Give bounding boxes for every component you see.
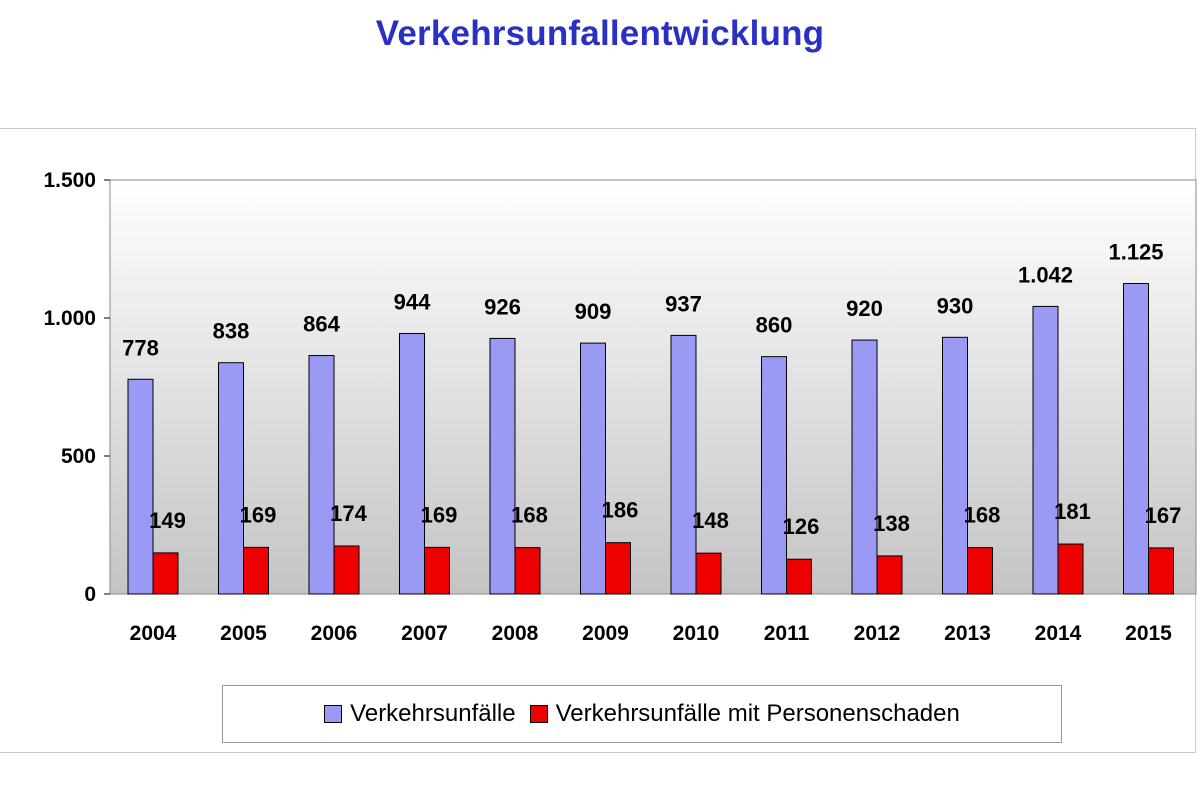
- bar-verkehrsunfaelle: [942, 336, 968, 595]
- bar-personenschaden: [424, 546, 450, 595]
- data-label-verkehrsunfaelle: 909: [575, 299, 612, 324]
- y-tick-label: 1.500: [43, 169, 96, 192]
- data-label-personenschaden: 126: [783, 514, 820, 539]
- legend-label-personenschaden: Verkehrsunfälle mit Personenschaden: [555, 700, 960, 727]
- legend-item-personenschaden: Verkehrsunfälle mit Personenschaden: [529, 700, 960, 728]
- data-label-verkehrsunfaelle: 860: [756, 313, 793, 338]
- bar-personenschaden: [967, 547, 993, 595]
- y-tick-label: 0: [84, 583, 96, 606]
- bar-personenschaden: [514, 547, 541, 595]
- data-label-personenschaden: 138: [873, 511, 910, 536]
- bar-personenschaden: [1148, 547, 1174, 595]
- data-label-verkehrsunfaelle: 864: [303, 312, 340, 337]
- bar-verkehrsunfaelle: [127, 378, 154, 595]
- x-tick-label: 2007: [401, 622, 448, 645]
- x-tick-label: 2011: [764, 622, 810, 645]
- data-label-verkehrsunfaelle: 838: [213, 319, 250, 344]
- data-label-verkehrsunfaelle: 937: [665, 291, 702, 316]
- bar-verkehrsunfaelle: [580, 342, 606, 595]
- data-label-verkehrsunfaelle: 778: [122, 335, 159, 360]
- data-label-verkehrsunfaelle: 920: [846, 296, 883, 321]
- x-tick-label: 2013: [944, 622, 991, 645]
- x-tick-label: 2012: [854, 622, 901, 645]
- plot-area: [109, 179, 1197, 595]
- legend-swatch-personenschaden: [529, 705, 548, 723]
- bar-verkehrsunfaelle: [399, 332, 425, 595]
- bars: 778 149 838 169 864 174 944 169 926 168 909 186 937 1…: [122, 240, 1181, 595]
- x-tick-label: 2009: [582, 622, 629, 645]
- bar-personenschaden: [333, 545, 360, 595]
- bar-personenschaden: [876, 555, 903, 595]
- data-label-personenschaden: 169: [421, 502, 458, 527]
- bar-verkehrsunfaelle: [1032, 305, 1059, 595]
- x-tick-label: 2014: [1035, 622, 1082, 645]
- bar-personenschaden: [1057, 543, 1084, 595]
- bar-verkehrsunfaelle: [308, 355, 335, 595]
- bar-personenschaden: [695, 552, 722, 595]
- x-tick-label: 2004: [130, 622, 177, 645]
- bar-personenschaden: [605, 542, 631, 595]
- x-axis: 2004 2005 2006 2007 2008 2009 2010 2011 2012 2013…: [130, 622, 1173, 645]
- data-label-personenschaden: 181: [1054, 499, 1091, 524]
- x-tick-label: 2005: [220, 622, 267, 645]
- bar-personenschaden: [152, 552, 179, 595]
- data-label-verkehrsunfaelle: 930: [937, 293, 974, 318]
- bar-verkehrsunfaelle: [218, 362, 244, 595]
- bar-verkehrsunfaelle: [851, 339, 878, 595]
- data-label-verkehrsunfaelle: 1.125: [1108, 240, 1163, 265]
- data-label-personenschaden: 174: [330, 501, 367, 526]
- legend-label-verkehrsunfaelle: Verkehrsunfälle: [350, 700, 516, 727]
- page-title: Verkehrsunfallentwicklung: [375, 14, 825, 53]
- x-tick-label: 2008: [492, 622, 539, 645]
- data-label-verkehrsunfaelle: 944: [394, 289, 431, 314]
- data-label-personenschaden: 149: [149, 508, 186, 533]
- data-label-verkehrsunfaelle: 926: [484, 294, 521, 319]
- x-tick-label: 2010: [673, 622, 720, 645]
- x-tick-label: 2006: [311, 622, 358, 645]
- data-label-personenschaden: 168: [511, 503, 548, 528]
- legend: Verkehrsunfälle Verkehrsunfälle mit Pers…: [222, 685, 1062, 743]
- y-axis: 0 500 1.000 1.500: [43, 169, 110, 606]
- data-label-personenschaden: 186: [602, 498, 639, 523]
- bar-personenschaden: [243, 546, 269, 595]
- bar-verkehrsunfaelle: [1123, 283, 1149, 595]
- data-label-personenschaden: 169: [240, 502, 277, 527]
- data-label-verkehrsunfaelle: 1.042: [1018, 262, 1073, 287]
- bar-verkehrsunfaelle: [489, 337, 516, 595]
- data-label-personenschaden: 148: [692, 508, 729, 533]
- bar-personenschaden: [786, 558, 812, 595]
- y-tick-label: 1.000: [43, 307, 96, 330]
- legend-swatch-verkehrsunfaelle: [324, 705, 343, 723]
- x-tick-label: 2015: [1125, 622, 1172, 645]
- bar-verkehrsunfaelle: [670, 334, 697, 595]
- legend-item-verkehrsunfaelle: Verkehrsunfälle: [324, 700, 516, 728]
- data-label-personenschaden: 167: [1145, 503, 1182, 528]
- bar-verkehrsunfaelle: [761, 356, 787, 595]
- y-tick-label: 500: [61, 445, 96, 468]
- data-label-personenschaden: 168: [964, 503, 1001, 528]
